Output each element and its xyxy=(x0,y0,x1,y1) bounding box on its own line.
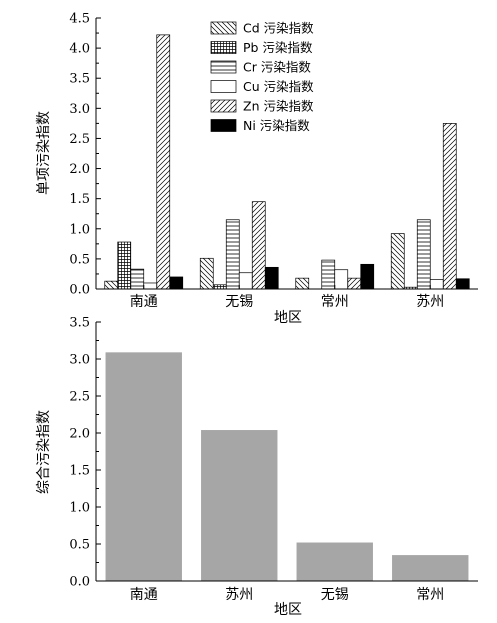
bar-diag-back xyxy=(390,233,405,290)
legend-label: Pb 污染指数 xyxy=(243,40,313,55)
y-axis-title: 综合污染指数 xyxy=(36,410,52,494)
bar-hlines xyxy=(225,219,240,290)
legend-swatch xyxy=(210,99,237,113)
x-axis-title: 地区 xyxy=(274,602,302,618)
legend-label: Cu 污染指数 xyxy=(243,79,314,94)
bar xyxy=(105,352,182,581)
y-tick-label: 3.5 xyxy=(69,72,90,87)
bar-diag-fwd xyxy=(347,277,362,290)
bar-solid xyxy=(360,263,375,290)
bar-diag-back xyxy=(199,257,214,290)
bar-diag-back xyxy=(295,277,310,290)
x-tick-label: 常州 xyxy=(416,587,444,603)
bar-hlines xyxy=(130,268,145,290)
y-tick-label: 2.0 xyxy=(69,162,90,177)
x-tick-label: 无锡 xyxy=(225,294,253,310)
y-tick-label: 3.0 xyxy=(69,353,90,368)
bar xyxy=(392,555,469,581)
y-tick-label: 2.0 xyxy=(69,427,90,442)
bar-blank xyxy=(143,282,158,290)
x-tick-label: 苏州 xyxy=(416,294,444,310)
y-axis-title: 单项污染指数 xyxy=(36,111,52,195)
y-tick-label: 1.5 xyxy=(69,464,90,479)
y-tick-label: 2.5 xyxy=(69,390,90,405)
y-tick-label: 2.5 xyxy=(69,132,90,147)
legend-label: Cd 污染指数 xyxy=(243,21,314,36)
bar-solid xyxy=(169,276,184,290)
legend-label: Ni 污染指数 xyxy=(243,118,310,133)
bar-blank xyxy=(334,269,349,290)
y-tick-label: 0.0 xyxy=(69,283,90,298)
x-tick-label: 常州 xyxy=(321,294,349,310)
x-tick-label: 无锡 xyxy=(321,587,349,603)
x-tick-label: 苏州 xyxy=(225,587,253,603)
bar-grid xyxy=(212,284,227,290)
x-axis-title: 地区 xyxy=(274,310,302,326)
y-tick-label: 0.5 xyxy=(69,538,90,553)
y-tick-label: 4.5 xyxy=(69,12,90,27)
y-tick-label: 1.0 xyxy=(69,501,90,516)
pollution-index-chart: 单项污染指数 地区 0.0 0.5 1.0 1.5 2.0 2.5 3.0 3.5 4.0 4.5… xyxy=(36,12,478,326)
y-tick-label: 1.5 xyxy=(69,192,90,207)
bar-blank xyxy=(238,272,253,290)
y-tick-label: 3.0 xyxy=(69,102,90,117)
bar-grid xyxy=(117,241,132,290)
bar-diag-fwd xyxy=(156,34,171,290)
y-tick-label: 0.5 xyxy=(69,252,90,267)
composite-index-chart: 综合污染指数 地区 0.0 0.5 1.0 1.5 2.0 2.5 3.0 3.5 南通 苏州 无… xyxy=(36,316,478,618)
y-tick-label: 3.5 xyxy=(69,316,90,331)
bar-solid xyxy=(264,266,279,290)
bar-hlines xyxy=(416,219,431,290)
bar-solid xyxy=(455,278,470,290)
legend-swatch xyxy=(210,21,237,35)
legend-swatch xyxy=(210,119,237,132)
bar-diag-fwd xyxy=(251,201,266,290)
y-tick-label: 0.0 xyxy=(69,575,90,590)
y-tick-label: 1.0 xyxy=(69,222,90,237)
x-tick-label: 南通 xyxy=(130,587,158,603)
legend-label: Zn 污染指数 xyxy=(243,99,314,114)
bar-hlines xyxy=(321,259,336,290)
legend-label: Cr 污染指数 xyxy=(243,60,311,75)
bar-diag-back xyxy=(104,280,119,290)
legend-swatch xyxy=(210,41,237,54)
bar xyxy=(201,430,278,581)
bar-diag-fwd xyxy=(442,123,457,290)
bar xyxy=(296,542,373,581)
bar-blank xyxy=(429,279,444,290)
legend: Cd 污染指数 Pb 污染指数 Cr 污染指数 Cu 污染指数 Zn 污染指数 Ni 污染… xyxy=(210,21,314,133)
y-tick-label: 4.0 xyxy=(69,42,90,57)
legend-swatch xyxy=(210,60,237,74)
x-tick-label: 南通 xyxy=(130,294,158,310)
legend-swatch xyxy=(210,80,237,93)
